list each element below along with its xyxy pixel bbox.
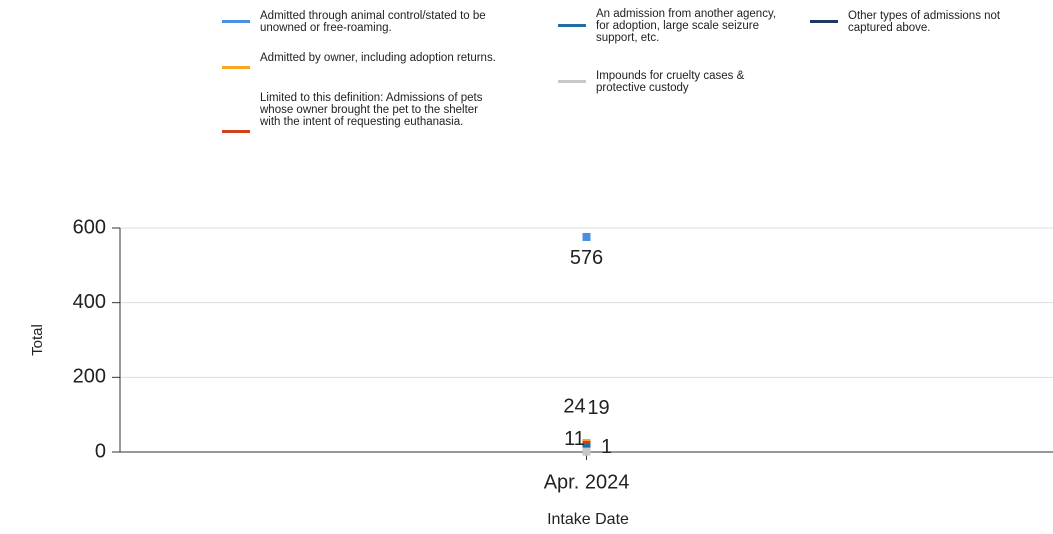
data-label: 24 xyxy=(563,395,585,417)
legend-marker xyxy=(222,66,250,69)
legend-item: Other types of admissions not captured a… xyxy=(810,10,1033,34)
legend-item: Limited to this definition: Admissions o… xyxy=(222,92,485,133)
data-label: 1 xyxy=(601,436,612,458)
legend-marker xyxy=(558,80,586,83)
y-tick-label: 200 xyxy=(73,366,106,388)
point xyxy=(582,232,591,241)
legend-item: Admitted through animal control/stated t… xyxy=(222,10,530,34)
legend-item: Admitted by owner, including adoption re… xyxy=(222,52,530,69)
legend-label: Admitted by owner, including adoption re… xyxy=(260,52,496,64)
legend-label: Impounds for cruelty cases & protective … xyxy=(596,70,745,94)
legend-label: An admission from another agency, for ad… xyxy=(596,8,777,44)
legend-marker xyxy=(222,20,250,23)
point xyxy=(582,447,591,456)
x-axis-label: Intake Date xyxy=(547,511,629,528)
legend-label: Admitted through animal control/stated t… xyxy=(260,10,486,34)
y-tick-label: 0 xyxy=(95,440,106,462)
data-label: 19 xyxy=(587,397,609,419)
legend-label: Other types of admissions not captured a… xyxy=(848,10,1001,34)
data-label: 576 xyxy=(570,247,603,269)
legend-label: Limited to this definition: Admissions o… xyxy=(260,92,483,128)
y-axis-label: Total xyxy=(29,324,46,356)
legend-marker xyxy=(810,20,838,23)
data-label: 11 xyxy=(564,428,585,450)
x-tick-label: Apr. 2024 xyxy=(544,471,630,493)
y-tick-label: 400 xyxy=(73,291,106,313)
y-tick-label: 600 xyxy=(73,216,106,238)
legend-item: Impounds for cruelty cases & protective … xyxy=(558,70,786,94)
legend-marker xyxy=(558,24,586,27)
legend-marker xyxy=(222,130,250,133)
legend-item: An admission from another agency, for ad… xyxy=(558,8,786,44)
